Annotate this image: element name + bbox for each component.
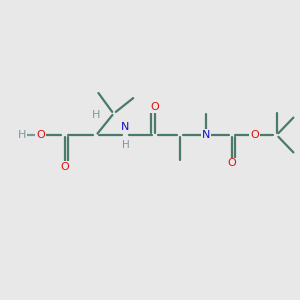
Text: H: H xyxy=(17,130,26,140)
Text: N: N xyxy=(121,122,130,132)
Text: O: O xyxy=(227,158,236,169)
Text: O: O xyxy=(36,130,45,140)
Text: O: O xyxy=(60,161,69,172)
Text: N: N xyxy=(202,130,211,140)
Text: O: O xyxy=(250,130,259,140)
Text: O: O xyxy=(150,102,159,112)
Text: H: H xyxy=(122,140,129,150)
Text: H: H xyxy=(92,110,100,120)
